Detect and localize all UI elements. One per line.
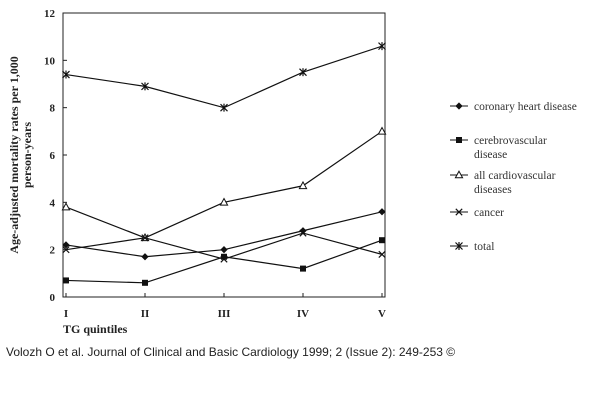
series-cancer (62, 229, 386, 263)
legend-label: cancer (474, 207, 504, 219)
data-point (220, 255, 228, 263)
y-tick-label: 12 (44, 8, 56, 20)
data-point (299, 229, 307, 237)
y-axis-title-line: Age-adjusted mortality rates per 1,000 (7, 56, 21, 253)
x-tick-label: IV (297, 308, 309, 320)
x-tick-label: I (64, 308, 68, 320)
y-tick-label: 10 (44, 55, 56, 67)
legend-label: coronary heart disease (474, 101, 577, 113)
legend-label: disease (474, 149, 507, 161)
legend-item: cancer (450, 207, 504, 219)
data-point (379, 237, 385, 244)
y-tick-label: 8 (50, 103, 56, 115)
x-axis: I II III IV V (64, 293, 386, 320)
data-point (141, 234, 149, 242)
legend-label: diseases (474, 184, 512, 196)
series-cerebrovascular-disease (63, 237, 385, 286)
data-point (141, 253, 149, 261)
data-point (377, 126, 387, 135)
y-tick-label: 4 (50, 197, 56, 209)
series-total (62, 42, 386, 112)
y-axis: 0 2 4 6 8 10 12 (44, 8, 67, 304)
data-point (378, 208, 386, 216)
series-all-cardiovascular-diseases (61, 126, 387, 242)
series-line (65, 130, 383, 239)
x-tick-label: II (141, 308, 150, 320)
legend-label: cerebrovascular (474, 135, 547, 147)
data-point (62, 70, 70, 79)
legend-label: total (474, 241, 494, 253)
legend-label: all cardiovascular (474, 170, 556, 182)
data-point (220, 246, 228, 254)
data-point (62, 246, 70, 254)
legend-item: total (450, 241, 494, 253)
legend-marker (455, 242, 463, 250)
data-point (378, 250, 386, 259)
y-tick-label: 0 (50, 292, 56, 304)
data-point (142, 279, 148, 286)
legend-marker (454, 170, 464, 179)
legend-item: coronary heart disease (450, 101, 577, 113)
legend-marker (455, 102, 463, 110)
x-tick-label: V (378, 308, 386, 320)
data-point (378, 42, 386, 51)
x-axis-title: TG quintiles (63, 322, 128, 336)
y-axis-title: Age-adjusted mortality rates per 1,000 pe… (7, 56, 34, 253)
y-tick-label: 2 (50, 245, 56, 257)
figure-caption: Volozh O et al. Journal of Clinical and … (6, 345, 456, 359)
legend-item: cerebrovascular disease (450, 135, 547, 161)
data-point (298, 180, 308, 190)
series-line (65, 45, 383, 109)
data-point (221, 253, 227, 260)
data-point (219, 197, 229, 206)
x-tick-label: III (218, 308, 231, 320)
data-point (62, 241, 70, 249)
data-point (299, 68, 307, 77)
legend-item: all cardiovascular diseases (450, 170, 556, 196)
legend: coronary heart disease cerebrovascular dis… (450, 101, 577, 253)
y-tick-label: 6 (50, 150, 56, 162)
legend-marker (456, 137, 462, 143)
data-point (300, 265, 306, 272)
y-axis-title-line: person-years (20, 122, 34, 188)
data-point (63, 277, 69, 284)
data-point (61, 202, 71, 211)
data-point (220, 103, 228, 112)
data-point (141, 82, 149, 91)
legend-marker (455, 208, 463, 216)
series-coronary-heart-disease (62, 208, 386, 261)
